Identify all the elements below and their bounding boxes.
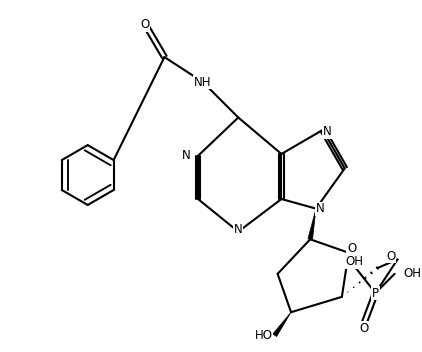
Text: O: O	[359, 322, 368, 335]
Text: OH: OH	[403, 267, 421, 280]
Text: O: O	[141, 18, 150, 31]
Text: OH: OH	[345, 255, 363, 268]
Text: NH: NH	[194, 76, 211, 88]
Text: O: O	[347, 243, 356, 256]
Text: P: P	[372, 287, 379, 300]
Text: N: N	[315, 202, 324, 215]
Polygon shape	[273, 312, 291, 337]
Polygon shape	[308, 209, 316, 240]
Text: N: N	[182, 149, 191, 162]
Text: N: N	[323, 125, 331, 138]
Text: HO: HO	[255, 329, 273, 342]
Text: O: O	[386, 250, 395, 263]
Text: N: N	[234, 223, 243, 236]
